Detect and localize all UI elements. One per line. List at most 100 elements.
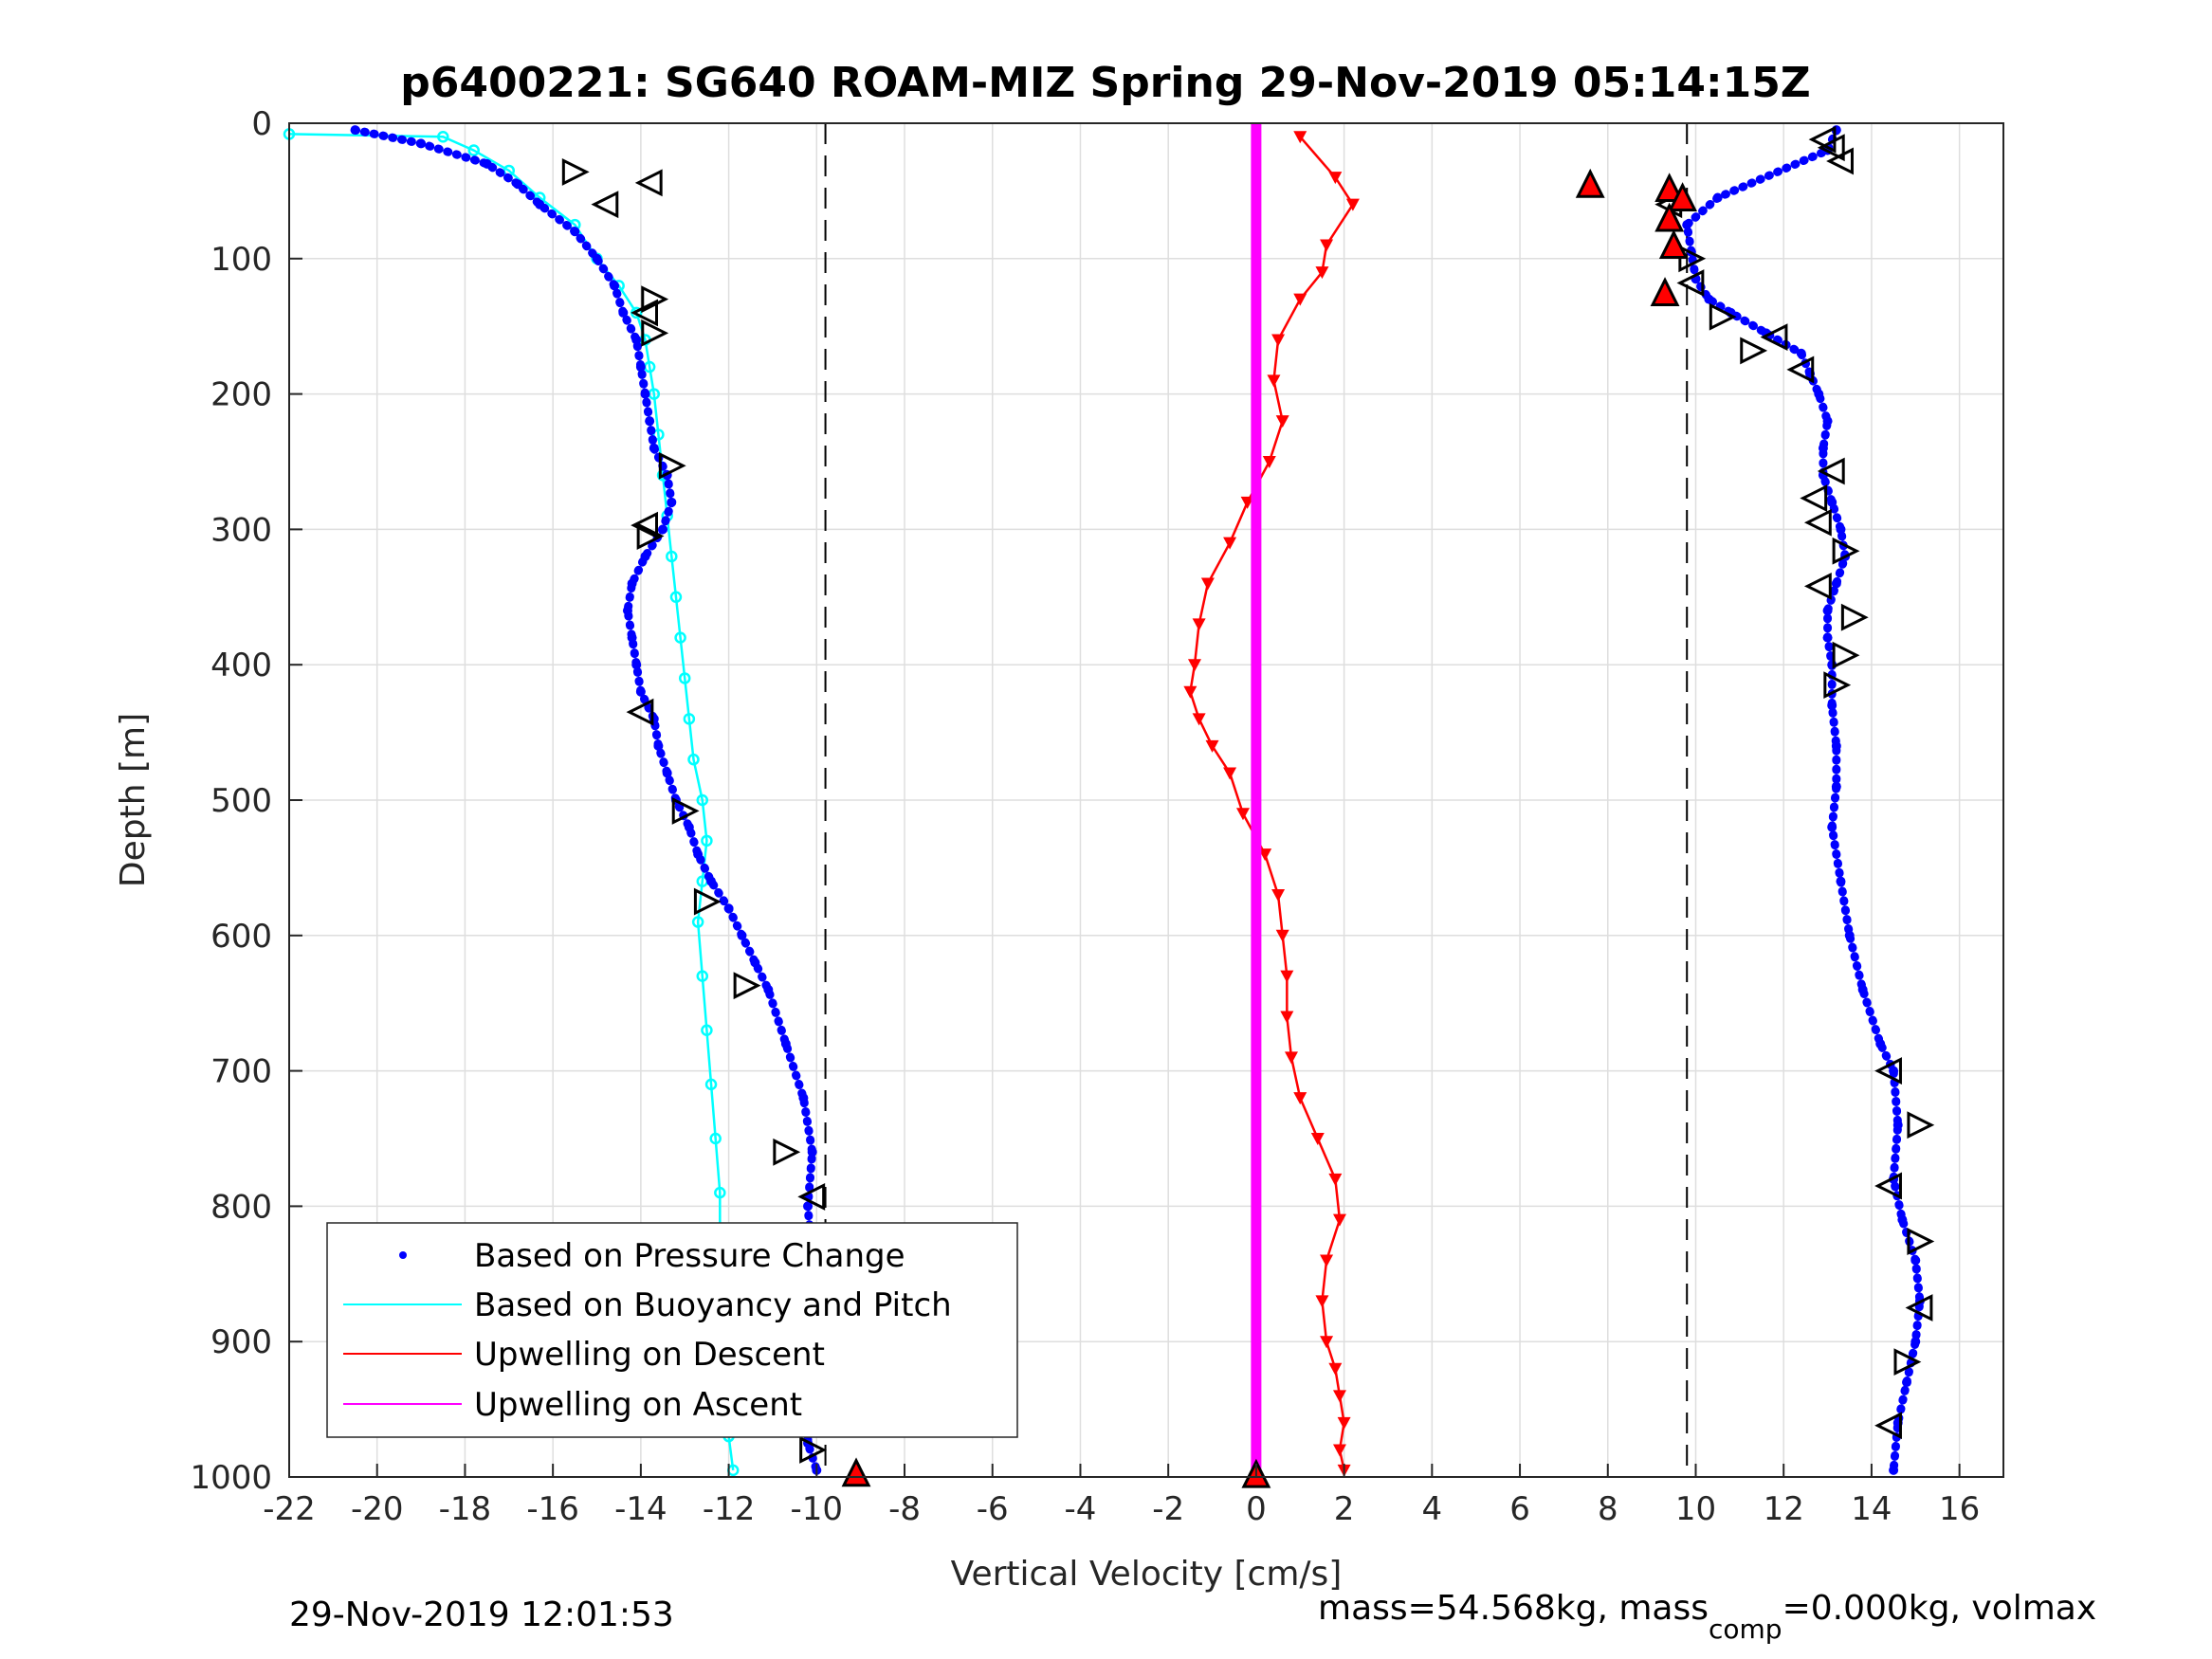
series-descent-point [1275,415,1289,428]
x-tick-label: -12 [703,1490,756,1528]
series-pressure_ascent-point [1836,524,1846,535]
open-triangle-marker [1676,269,1705,297]
series-pressure_descent-point [645,416,655,427]
open-triangle-marker [634,169,663,197]
open-triangle-marker [1893,1348,1922,1376]
series-pressure_ascent-point [1831,578,1841,589]
series-descent-point [1328,1173,1343,1186]
x-tick-label: -2 [1152,1490,1184,1528]
series-buoyancy-point [678,672,691,684]
footer-mass-part2: =0.000kg, volmax [1782,1589,2097,1628]
series-pressure_descent-point [635,686,646,697]
open-triangle-marker [1823,671,1852,700]
open-triangle-marker [797,1182,826,1211]
legend: Based on Pressure Change Based on Buoyan… [326,1222,1018,1438]
series-buoyancy-point [701,1024,713,1037]
series-descent-point [1280,970,1294,983]
open-triangle-marker [1874,1057,1902,1085]
open-triangle-marker [1803,572,1832,600]
open-triangle-marker [1760,323,1788,352]
series-buoyancy-point [669,591,683,604]
series-pressure_ascent-point [1822,416,1833,427]
series-pressure_descent-point [350,125,360,136]
x-tick-label: -10 [791,1490,844,1528]
series-pressure_descent-point [635,362,646,373]
series-pressure_ascent-point [1814,389,1824,399]
series-pressure_ascent-point [1892,1120,1903,1130]
series-descent-point [1271,334,1286,347]
series-pressure_descent-point [649,443,659,453]
series-pressure_descent-point [658,524,668,535]
series-descent-point [1258,848,1272,862]
open-triangle-marker [1800,484,1828,512]
x-tick-label: -18 [439,1490,492,1528]
red-triangle-marker [1575,168,1605,198]
series-descent-point [1328,172,1343,185]
series-descent-point [1275,929,1289,942]
y-tick-label: 0 [251,105,272,143]
series-descent-point [1267,374,1281,388]
red-triangle-marker [1650,277,1680,306]
series-pressure_ascent-point [1796,348,1806,358]
x-ticks: -22 -20 -18 -16 -14 -12 -10 -8 -6 -4 -2 0 2 4 6 8 10 12 14… [263,1464,1980,1528]
series-pressure_descent-point [723,903,734,914]
series-pressure_ascent-point [1902,1377,1912,1388]
y-tick-label: 1000 [190,1459,272,1497]
series-descent-point [1320,239,1334,252]
open-triangle-marker [626,698,654,726]
open-triangle-marker [636,522,665,550]
x-tick-label: 10 [1675,1490,1716,1528]
series-descent-point [1293,1092,1307,1105]
x-tick-label: 12 [1764,1490,1804,1528]
open-triangle-marker [1803,508,1832,537]
legend-label-pressure: Based on Pressure Change [474,1237,905,1275]
red-triangle-marker [841,1457,871,1487]
series-pressure_descent-point [482,158,492,169]
grid-lines [288,122,2003,1478]
red-triangle-marker [1654,173,1685,203]
open-triangle-marker [733,972,761,1000]
series-pressure_ascent-point [1910,1337,1921,1347]
series-pressure_ascent-point [1831,781,1841,792]
legend-label-descent: Upwelling on Descent [474,1336,825,1374]
series-buoyancy-point [652,428,665,441]
series-pressure_descent-point [706,876,717,886]
series-pressure_descent-point [693,849,704,860]
open-triangle-marker [641,285,669,314]
open-triangle-marker [1907,1111,1935,1139]
series-descent-point [1284,1051,1298,1065]
series-pressure_descent-point [807,1147,817,1158]
x-tick-label: 8 [1598,1490,1618,1528]
series-buoyancy-point [704,1078,718,1091]
series-buoyancy-point [696,793,709,807]
y-tick-label: 400 [210,647,272,684]
series-pressure_descent-point [570,227,580,237]
series-pressure_ascent-point [1857,984,1868,994]
x-tick-label: -8 [888,1490,921,1528]
series-buoyancy-point [701,834,713,848]
series-pressure_ascent-point [1897,1214,1908,1225]
y-tick-label: 100 [210,241,272,279]
open-triangle-marker [1826,147,1854,175]
series-pressure_ascent-trace [1682,125,1925,1475]
series-pressure_ascent-point [1844,930,1855,940]
series-pressure_descent-point [592,253,602,264]
series-descent-point [1328,1362,1343,1376]
red-triangle-marker [1654,202,1685,232]
open-triangle-marker [631,299,659,327]
y-ticks: 0 100 200 300 400 500 600 700 800 900 1000 [190,105,302,1497]
series-descent-point [1223,767,1237,780]
series-descent-point [1320,1336,1334,1349]
series-pressure_ascent-point [1827,497,1837,507]
series-descent-point [1223,537,1237,550]
x-tick-label: -14 [614,1490,667,1528]
series-descent-point [1315,1295,1329,1308]
series-pressure_descent-point [416,138,427,149]
series-buoyancy-point [683,713,696,725]
y-tick-label: 500 [210,782,272,820]
open-triangle-marker [658,451,686,480]
series-pressure_ascent-point [1910,1255,1921,1266]
series-pressure_descent-point [653,740,664,751]
series-pressure_ascent-point [1889,1066,1899,1076]
